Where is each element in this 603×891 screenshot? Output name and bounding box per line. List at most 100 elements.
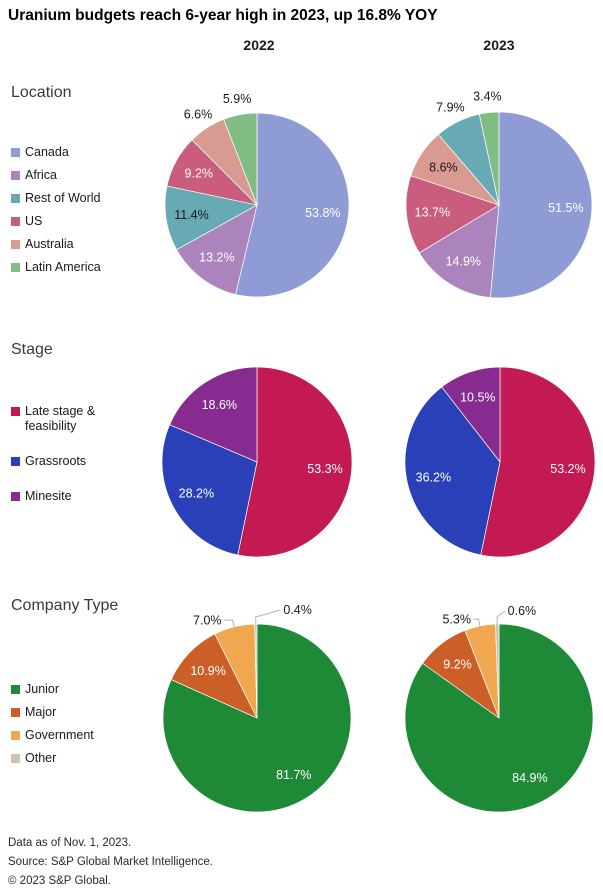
pie-slice-value-label-latin-america: 5.9% xyxy=(223,92,252,106)
legend-label: Government xyxy=(25,728,94,742)
legend-item-minesite: Minesite xyxy=(11,489,145,504)
pie-slice-value-label-late-stage-feasibility: 53.3% xyxy=(307,462,342,476)
legend-swatch-icon xyxy=(11,731,20,740)
pie-slice-value-label-government: 7.0% xyxy=(193,613,222,627)
pie-slice-value-label-grassroots: 28.2% xyxy=(179,487,214,501)
legend-item-australia: Australia xyxy=(11,237,145,252)
pie-slice-latin-america xyxy=(478,111,500,206)
legend-item-latin-america: Latin America xyxy=(11,260,145,275)
pie-slice-value-label-government: 5.3% xyxy=(442,612,471,626)
pie-slice-us xyxy=(405,175,500,254)
pie-slice-value-label-latin-america: 3.4% xyxy=(473,90,502,104)
pie-chart-company-type-2022: 81.7% 10.9% 7.0% 0.4% xyxy=(162,603,352,813)
legend-label: Latin America xyxy=(25,260,101,274)
footnote-data-as-of: Data as of Nov. 1, 2023. xyxy=(8,837,132,849)
pie-slice-value-label-africa: 14.9% xyxy=(446,255,481,269)
pie-slice-value-label-late-stage-feasibility: 53.2% xyxy=(550,462,585,476)
year-header-2022: 2022 xyxy=(243,37,275,53)
pie-slice-africa xyxy=(176,204,258,295)
pie-slice-grassroots xyxy=(404,386,501,556)
legend-label: Rest of World xyxy=(25,191,101,205)
pie-slice-value-label-canada: 51.5% xyxy=(548,201,583,215)
legend-swatch-icon xyxy=(11,194,20,203)
legend-item-government: Government xyxy=(11,728,145,743)
pie-chart-stage-2023: 53.2% 36.2% 10.5% xyxy=(404,366,596,558)
pie-slice-rest-of-world xyxy=(164,185,258,251)
pie-slice-value-label-other: 0.4% xyxy=(283,603,312,617)
legend-swatch-icon xyxy=(11,171,20,180)
legend-swatch-icon xyxy=(11,492,20,501)
legend-item-us: US xyxy=(11,214,145,229)
legend-item-africa: Africa xyxy=(11,168,145,183)
label-leader-line xyxy=(496,610,506,626)
legend-label: Canada xyxy=(25,145,69,159)
legend-item-other: Other xyxy=(11,751,145,766)
pie-slice-africa xyxy=(418,204,500,298)
legend-label: Minesite xyxy=(25,489,72,503)
legend-label: Grassroots xyxy=(25,454,87,468)
legend-swatch-icon xyxy=(11,263,20,272)
legend-label: Junior xyxy=(25,682,60,696)
legend-item-late-stage-feasibility: Late stage & feasibility xyxy=(11,404,145,434)
legend-label: Late stage & feasibility xyxy=(25,404,96,433)
legend-company-type: Junior Major Government Other xyxy=(11,682,145,774)
pie-slice-late-stage-feasibility xyxy=(237,366,353,558)
pie-slice-value-label-rest-of-world: 7.9% xyxy=(436,100,465,114)
legend-swatch-icon xyxy=(11,407,20,416)
pie-slice-value-label-junior: 84.9% xyxy=(512,771,547,785)
section-label-location: Location xyxy=(11,84,72,101)
pie-slice-value-label-grassroots: 36.2% xyxy=(416,471,451,485)
pie-slice-value-label-canada: 53.8% xyxy=(305,206,340,220)
legend-swatch-icon xyxy=(11,754,20,763)
legend-item-rest-of-world: Rest of World xyxy=(11,191,145,206)
label-leader-line xyxy=(255,609,281,626)
legend-swatch-icon xyxy=(11,148,20,157)
pie-slice-value-label-major: 9.2% xyxy=(443,658,472,672)
legend-location: Canada Africa Rest of World US Australia Lati… xyxy=(11,145,145,283)
footnote-source: Source: S&P Global Market Intelligence. xyxy=(8,856,213,868)
pie-slice-value-label-junior: 81.7% xyxy=(276,768,311,782)
legend-label: Major xyxy=(25,705,57,719)
pie-slice-value-label-minesite: 18.6% xyxy=(202,398,237,412)
label-leader-line xyxy=(224,619,235,628)
pie-slice-canada xyxy=(489,111,593,299)
label-leader-line xyxy=(473,618,481,628)
chart-title: Uranium budgets reach 6-year high in 202… xyxy=(8,7,438,24)
pie-chart-location-2023: 51.5% 14.9% 13.7% 8.6% 7.9% 3.4% xyxy=(405,90,593,299)
pie-slice-value-label-australia: 8.6% xyxy=(429,161,458,175)
pie-slice-canada xyxy=(235,112,350,298)
legend-label: US xyxy=(25,214,43,228)
pie-slice-value-label-major: 10.9% xyxy=(190,664,225,678)
pie-slice-value-label-africa: 13.2% xyxy=(199,251,234,265)
legend-swatch-icon xyxy=(11,240,20,249)
legend-label: Africa xyxy=(25,168,57,182)
section-label-stage: Stage xyxy=(11,341,53,358)
pie-chart-location-2022: 53.8% 13.2% 11.4% 9.2% 6.6% 5.9% xyxy=(164,92,350,298)
legend-swatch-icon xyxy=(11,685,20,694)
legend-label: Other xyxy=(25,751,57,765)
pie-slice-value-label-australia: 6.6% xyxy=(184,108,213,122)
pie-slice-grassroots xyxy=(161,424,258,556)
pie-slice-minesite xyxy=(169,366,258,463)
pie-slice-value-label-other: 0.6% xyxy=(508,604,537,618)
legend-stage: Late stage & feasibility Grassroots Minesi… xyxy=(11,404,145,524)
legend-item-junior: Junior xyxy=(11,682,145,697)
legend-swatch-icon xyxy=(11,457,20,466)
year-header-2023: 2023 xyxy=(483,37,515,53)
section-label-company-type: Company Type xyxy=(11,597,119,614)
footnote-copyright: © 2023 S&P Global. xyxy=(8,875,111,887)
legend-label: Australia xyxy=(25,237,74,251)
legend-swatch-icon xyxy=(11,217,20,226)
pie-slice-late-stage-feasibility xyxy=(480,366,596,558)
pie-slice-junior xyxy=(162,623,352,813)
legend-swatch-icon xyxy=(11,708,20,717)
pie-slice-value-label-minesite: 10.5% xyxy=(460,390,495,404)
pie-slice-minesite xyxy=(441,366,501,464)
pie-slice-latin-america xyxy=(223,112,258,206)
legend-item-major: Major xyxy=(11,705,145,720)
pie-slice-value-label-us: 13.7% xyxy=(415,205,450,219)
legend-item-canada: Canada xyxy=(11,145,145,160)
pie-slice-value-label-rest-of-world: 11.4% xyxy=(174,208,209,222)
pie-slice-value-label-us: 9.2% xyxy=(185,166,214,180)
